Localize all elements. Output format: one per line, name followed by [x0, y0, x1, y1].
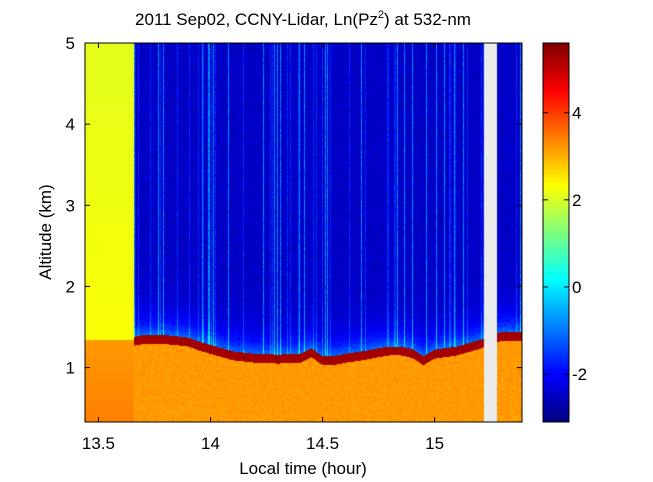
x-tick-label: 14	[201, 434, 220, 453]
x-tick-label: 15	[425, 434, 444, 453]
y-tick-label: 1	[66, 359, 75, 378]
colorbar-axis: -2 0 2 4	[543, 104, 587, 384]
x-axis-title: Local time (hour)	[239, 459, 367, 478]
colorbar-tick-label: 0	[572, 278, 581, 297]
colorbar-tick-label: 4	[572, 104, 581, 123]
chart-title-superscript: 2	[378, 9, 384, 21]
plot-area	[84, 42, 523, 423]
colorbar: -2 0 2 4	[542, 42, 587, 423]
y-axis: 1 2 3 4 5	[66, 34, 522, 378]
colorbar-frame	[542, 42, 570, 423]
chart-title: 2011 Sep02, CCNY-Lidar, Ln(Pz2) at 532-n…	[135, 9, 471, 29]
chart-title-tail: ) at 532-nm	[384, 10, 471, 29]
y-tick-label: 4	[66, 115, 75, 134]
backscatter-heatmap	[85, 43, 522, 422]
y-axis-title: Altitude (km)	[36, 184, 55, 279]
colorbar-tick-label: 2	[572, 191, 581, 210]
x-tick-label: 14.5	[306, 434, 339, 453]
x-axis: 13.5 14 14.5 15	[82, 43, 444, 453]
y-tick-label: 2	[66, 277, 75, 296]
y-tick-label: 5	[66, 34, 75, 53]
x-tick-label: 13.5	[82, 434, 115, 453]
colorbar-tick-label: -2	[572, 365, 587, 384]
plot-frame	[84, 42, 523, 423]
y-tick-label: 3	[66, 196, 75, 215]
chart-title-main: 2011 Sep02, CCNY-Lidar, Ln(Pz	[135, 10, 378, 29]
colorbar-gradient	[543, 43, 569, 422]
